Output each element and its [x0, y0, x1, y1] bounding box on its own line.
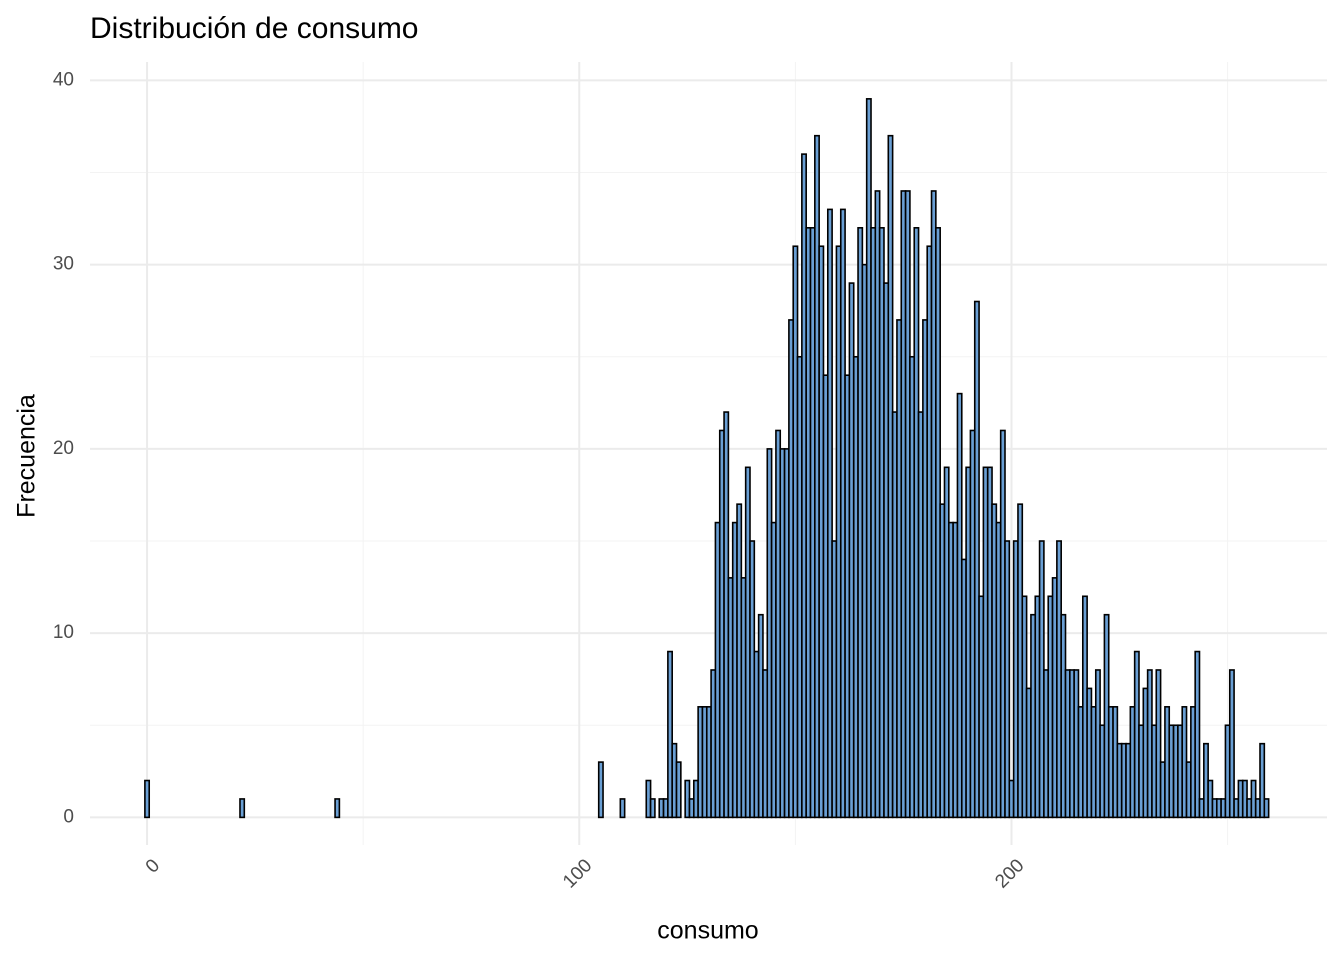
bar — [619, 798, 626, 819]
bar — [973, 300, 980, 819]
y-tick-label: 20 — [53, 438, 74, 459]
y-tick-label: 40 — [53, 69, 74, 90]
bar — [239, 798, 246, 819]
bar — [667, 650, 673, 819]
x-axis-label: consumo — [657, 917, 758, 945]
y-axis-label: Frecuencia — [13, 394, 41, 518]
chart-title: Distribución de consumo — [90, 12, 419, 45]
bar — [334, 798, 341, 819]
y-tick-label: 0 — [63, 806, 74, 827]
bar — [1259, 742, 1266, 819]
y-tick-label: 10 — [53, 622, 74, 643]
bar — [826, 208, 833, 819]
bars — [144, 98, 1270, 819]
bar — [1194, 650, 1201, 819]
bar — [649, 798, 656, 819]
bar — [1263, 798, 1270, 819]
bar — [1004, 540, 1011, 819]
bar — [1155, 669, 1162, 819]
y-tick-label: 30 — [53, 254, 74, 275]
bar — [144, 779, 151, 819]
bar — [1228, 669, 1235, 819]
bar — [675, 761, 682, 819]
bar — [597, 761, 604, 819]
